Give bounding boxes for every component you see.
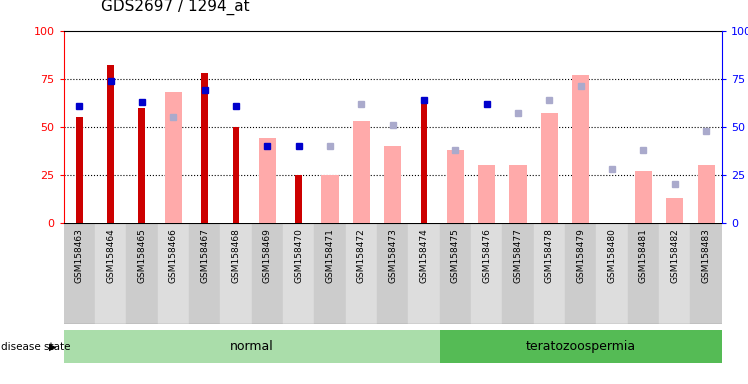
Bar <box>698 165 715 223</box>
Bar <box>659 223 690 324</box>
Text: GSM158480: GSM158480 <box>607 228 616 283</box>
Bar <box>283 223 314 324</box>
Bar <box>346 223 377 324</box>
Bar <box>572 75 589 223</box>
Text: GSM158472: GSM158472 <box>357 228 366 283</box>
Bar <box>95 223 126 324</box>
Bar <box>471 223 503 324</box>
Text: GSM158478: GSM158478 <box>545 228 554 283</box>
Bar <box>541 113 558 223</box>
Bar <box>596 223 628 324</box>
Text: GDS2697 / 1294_at: GDS2697 / 1294_at <box>101 0 250 15</box>
Bar <box>565 223 596 324</box>
Bar <box>440 223 471 324</box>
Bar <box>126 223 158 324</box>
Bar <box>690 223 722 324</box>
Bar <box>221 223 251 324</box>
Bar <box>189 223 221 324</box>
Bar <box>666 198 684 223</box>
Bar <box>534 223 565 324</box>
Bar <box>64 223 95 324</box>
Bar <box>201 73 208 223</box>
Text: GSM158469: GSM158469 <box>263 228 272 283</box>
Bar <box>322 175 339 223</box>
Bar <box>408 223 440 324</box>
Text: GSM158477: GSM158477 <box>514 228 523 283</box>
Text: GSM158481: GSM158481 <box>639 228 648 283</box>
Bar <box>509 165 527 223</box>
Bar <box>377 223 408 324</box>
Bar <box>628 223 659 324</box>
Bar <box>353 121 370 223</box>
Bar <box>76 117 83 223</box>
Text: teratozoospermia: teratozoospermia <box>526 340 636 353</box>
Text: GSM158465: GSM158465 <box>138 228 147 283</box>
Text: GSM158473: GSM158473 <box>388 228 397 283</box>
Bar <box>259 138 276 223</box>
Text: GSM158479: GSM158479 <box>576 228 585 283</box>
Bar <box>64 330 440 363</box>
Text: GSM158475: GSM158475 <box>451 228 460 283</box>
Bar <box>478 165 495 223</box>
Bar <box>384 146 402 223</box>
Text: GSM158470: GSM158470 <box>294 228 303 283</box>
Bar <box>314 223 346 324</box>
Bar <box>447 150 464 223</box>
Bar <box>420 102 428 223</box>
Bar <box>295 175 302 223</box>
Text: GSM158463: GSM158463 <box>75 228 84 283</box>
Bar <box>635 171 652 223</box>
Text: GSM158467: GSM158467 <box>200 228 209 283</box>
Bar <box>233 127 239 223</box>
Text: GSM158483: GSM158483 <box>702 228 711 283</box>
Bar <box>503 223 534 324</box>
Bar <box>251 223 283 324</box>
Bar <box>440 330 738 363</box>
Bar <box>158 223 189 324</box>
Text: GSM158482: GSM158482 <box>670 228 679 283</box>
Bar <box>138 108 145 223</box>
Text: ▶: ▶ <box>49 341 56 352</box>
Text: disease state: disease state <box>1 341 71 352</box>
Text: GSM158466: GSM158466 <box>169 228 178 283</box>
Bar <box>165 92 182 223</box>
Text: GSM158471: GSM158471 <box>325 228 334 283</box>
Text: GSM158468: GSM158468 <box>231 228 240 283</box>
Text: GSM158474: GSM158474 <box>420 228 429 283</box>
Text: GSM158464: GSM158464 <box>106 228 115 283</box>
Bar <box>107 65 114 223</box>
Text: GSM158476: GSM158476 <box>482 228 491 283</box>
Text: normal: normal <box>230 340 274 353</box>
